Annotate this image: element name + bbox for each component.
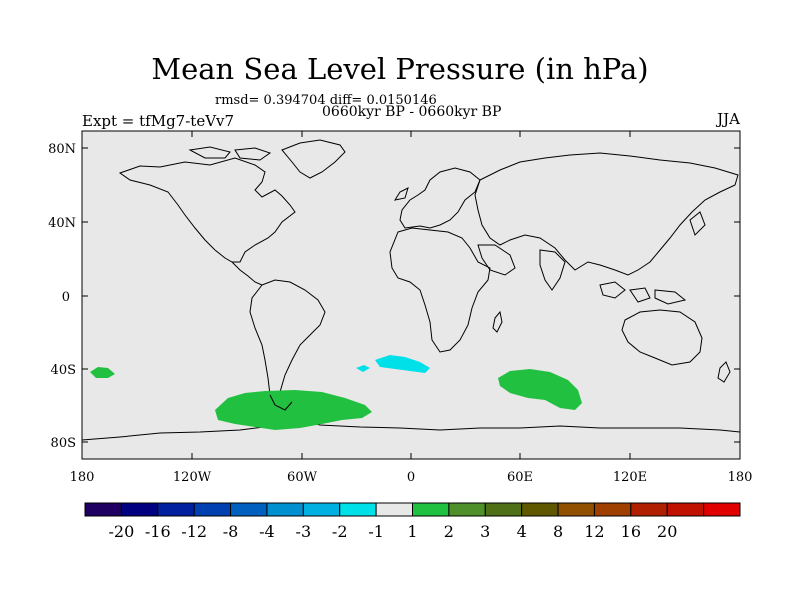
- lon-label-180w: 180: [70, 470, 95, 485]
- positive-anomaly-pacific-small: [90, 367, 115, 378]
- lon-label-180e: 180: [728, 470, 753, 485]
- colorbar-label: 12: [584, 522, 604, 541]
- colorbar-label: 16: [621, 522, 641, 541]
- lat-label-80n: 80N: [48, 142, 76, 157]
- colorbar-swatch: [593, 502, 632, 517]
- colorbar-swatch: [84, 502, 122, 517]
- colorbar-swatch: [230, 502, 268, 517]
- colorbar-label: 3: [480, 522, 490, 541]
- lon-label-60e: 60E: [507, 470, 533, 485]
- colorbar-swatch: [412, 502, 450, 517]
- colorbar-label: -20: [109, 522, 135, 541]
- positive-anomaly-south-pacific: [215, 390, 372, 430]
- period-text: 0660kyr BP - 0660kyr BP: [322, 104, 502, 120]
- lat-label-40n: 40N: [48, 216, 76, 231]
- colorbar-label: -16: [145, 522, 171, 541]
- stats-text: rmsd= 0.394704 diff= 0.0150146: [215, 93, 437, 108]
- colorbar-swatch: [375, 502, 414, 517]
- colorbar-label: 1: [407, 522, 417, 541]
- anomaly-patches: [90, 355, 582, 430]
- colorbar-label: -3: [296, 522, 312, 541]
- colorbar-label: -4: [259, 522, 275, 541]
- colorbar-label: 2: [444, 522, 454, 541]
- colorbar-swatch: [120, 502, 159, 517]
- coastlines-overlay: [269, 394, 293, 411]
- colorbar-label: -12: [181, 522, 207, 541]
- lat-label-0: 0: [62, 290, 70, 305]
- colorbar-swatch: [484, 502, 523, 517]
- lon-label-60w: 60W: [287, 470, 318, 485]
- lon-label-120w: 120W: [173, 470, 212, 485]
- colorbar-label: -8: [223, 522, 239, 541]
- map-panel: [81, 130, 741, 460]
- colorbar-swatch: [521, 502, 559, 517]
- colorbar-label: 8: [553, 522, 563, 541]
- colorbar-swatch: [448, 502, 486, 517]
- colorbar-swatch: [703, 502, 741, 517]
- colorbar-swatch: [630, 502, 668, 517]
- colorbar-swatch: [193, 502, 232, 517]
- colorbar-swatch: [266, 502, 304, 517]
- colorbar-label: -1: [368, 522, 384, 541]
- coastlines: [82, 139, 740, 441]
- experiment-label: Expt = tfMg7-teVv7: [82, 112, 235, 130]
- colorbar: [84, 502, 741, 517]
- colorbar-swatch: [157, 502, 195, 517]
- lon-label-0: 0: [407, 470, 415, 485]
- lat-axis: [82, 147, 740, 443]
- lat-label-80s: 80S: [51, 436, 76, 451]
- season-label: JJA: [717, 110, 740, 128]
- colorbar-swatch: [339, 502, 377, 517]
- negative-anomaly-south-atlantic: [375, 355, 430, 373]
- colorbar-labels: -20 -16 -12 -8 -4 -3 -2 -1 1 2 3 4 8 12 16 20: [109, 522, 678, 541]
- positive-anomaly-indian-ocean: [498, 369, 582, 410]
- lon-label-120e: 120E: [613, 470, 647, 485]
- lat-label-40s: 40S: [51, 363, 76, 378]
- colorbar-swatch: [557, 502, 595, 517]
- colorbar-label: -2: [332, 522, 348, 541]
- lon-axis: [81, 131, 741, 459]
- colorbar-swatch: [666, 502, 705, 517]
- map-title: Mean Sea Level Pressure (in hPa): [151, 52, 649, 86]
- colorbar-label: 20: [657, 522, 677, 541]
- negative-anomaly-south-atlantic-small: [356, 365, 370, 372]
- colorbar-label: 4: [517, 522, 527, 541]
- colorbar-swatch: [302, 502, 341, 517]
